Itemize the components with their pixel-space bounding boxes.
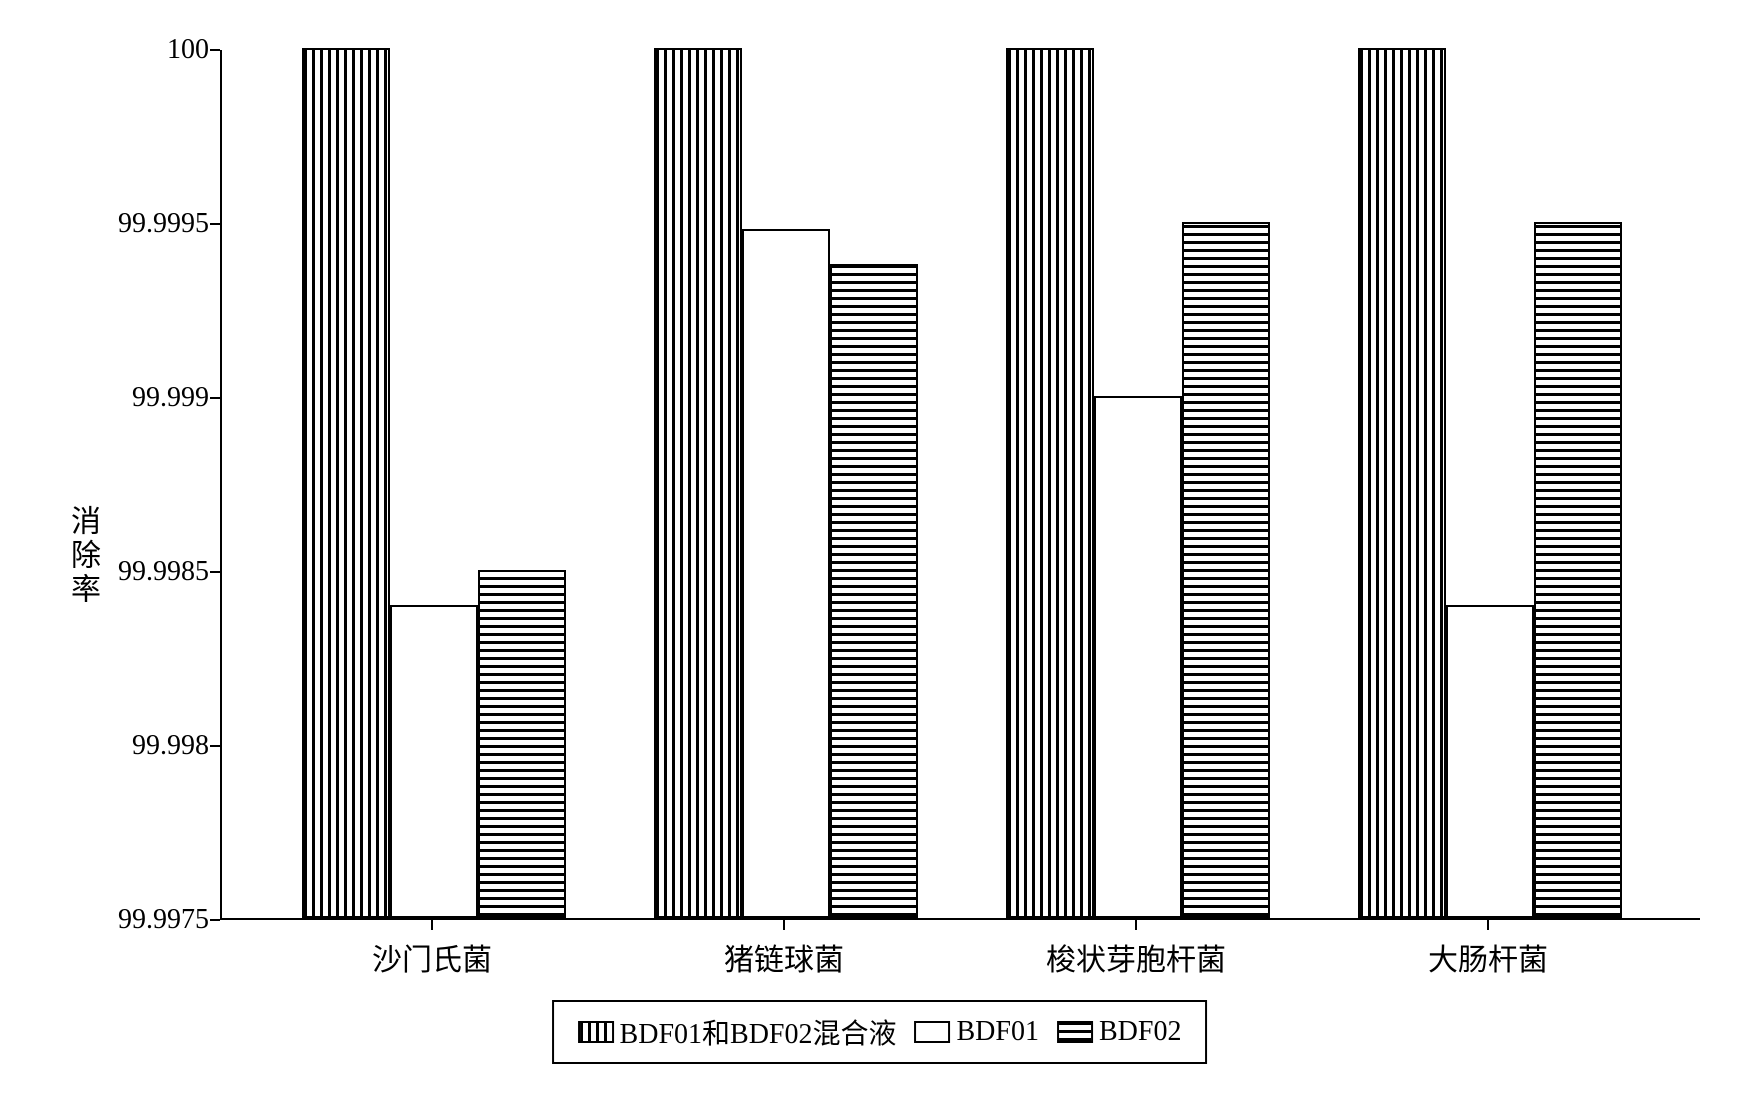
x-tick-mark (1487, 920, 1489, 930)
legend-item: BDF02 (1057, 1016, 1181, 1048)
y-tick-label: 99.999 (132, 382, 209, 414)
y-tick-mark (210, 49, 220, 51)
legend-label: BDF01和BDF02混合液 (620, 1012, 897, 1052)
legend-swatch (1057, 1021, 1093, 1043)
plot-area (220, 50, 1700, 920)
bar-chart: 消除率 BDF01和BDF02混合液 BDF01 BDF02 99.9975 99.9… (40, 40, 1719, 1072)
x-tick-mark (431, 920, 433, 930)
bar (1446, 605, 1534, 918)
y-tick-mark (210, 223, 220, 225)
y-tick-label: 99.9995 (118, 208, 209, 240)
y-tick-label: 99.9975 (118, 904, 209, 936)
y-tick-mark (210, 919, 220, 921)
bar (742, 229, 830, 918)
bar (830, 264, 918, 918)
legend: BDF01和BDF02混合液 BDF01 BDF02 (552, 1000, 1208, 1064)
bar (1094, 396, 1182, 918)
bar (1534, 222, 1622, 918)
bar (1006, 48, 1094, 918)
legend-item: BDF01 (915, 1016, 1039, 1048)
y-axis-title: 消除率 (60, 505, 104, 607)
legend-label: BDF01 (957, 1016, 1039, 1048)
bar (1182, 222, 1270, 918)
y-tick-label: 99.9985 (118, 556, 209, 588)
x-tick-mark (1135, 920, 1137, 930)
bar (1358, 48, 1446, 918)
bar (302, 48, 390, 918)
legend-swatch (578, 1021, 614, 1043)
x-category-label: 猪链球菌 (724, 935, 844, 979)
y-tick-mark (210, 571, 220, 573)
x-category-label: 大肠杆菌 (1428, 935, 1548, 979)
y-tick-label: 99.998 (132, 730, 209, 762)
x-category-label: 沙门氏菌 (372, 935, 492, 979)
legend-item: BDF01和BDF02混合液 (578, 1012, 897, 1052)
legend-label: BDF02 (1099, 1016, 1181, 1048)
y-tick-mark (210, 397, 220, 399)
legend-swatch (915, 1021, 951, 1043)
bar (390, 605, 478, 918)
x-category-label: 梭状芽胞杆菌 (1046, 935, 1226, 979)
bar (478, 570, 566, 918)
bar (654, 48, 742, 918)
x-tick-mark (783, 920, 785, 930)
y-tick-mark (210, 745, 220, 747)
y-tick-label: 100 (167, 34, 209, 66)
